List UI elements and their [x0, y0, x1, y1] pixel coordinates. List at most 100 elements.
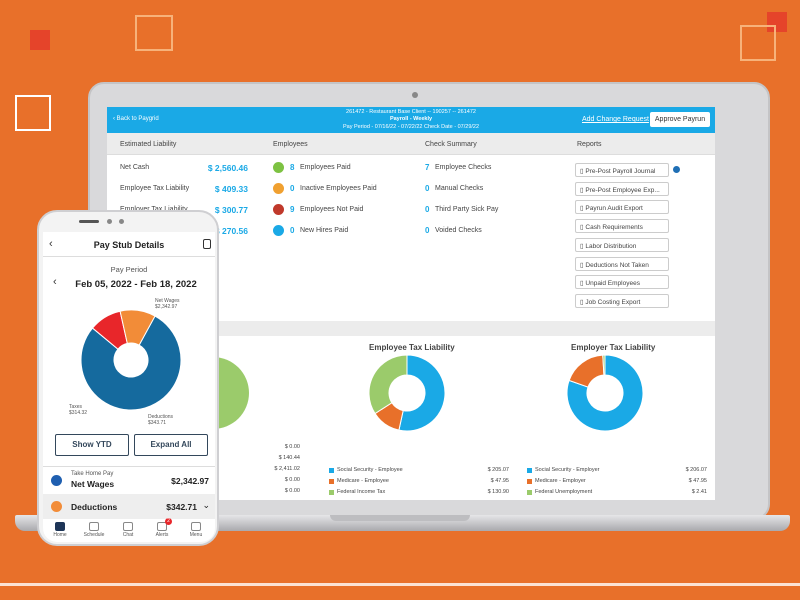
add-change-request-link[interactable]: Add Change Request [582, 116, 649, 123]
chat-icon [123, 522, 133, 531]
client-name: 261472 - Restaurant Base Client -- 19025… [346, 109, 476, 115]
phone-screen: ‹ Pay Stub Details Pay Period ‹ Feb 05, … [43, 232, 215, 542]
net-wages-callout: Net Wages $2,342.97 [155, 298, 180, 310]
report-label: Pre-Post Employee Exp... [585, 186, 660, 194]
back-label: Back to Paygrid [116, 116, 159, 122]
deductions-callout: Deductions $343.71 [148, 414, 173, 426]
back-icon[interactable]: ‹ [49, 238, 53, 250]
checks-header: Check Summary [425, 141, 477, 148]
cash-value: $ 0.00 [284, 444, 300, 450]
document-icon: ▯ [580, 205, 584, 213]
report-button[interactable]: ▯ Payrun Audit Export [575, 200, 669, 215]
legend-value: $ 205.07 [487, 467, 509, 473]
decor-square [767, 12, 787, 32]
report-label: Cash Requirements [585, 224, 643, 232]
camera [412, 92, 418, 98]
employee-tax-title: Employee Tax Liability [369, 343, 455, 352]
nav-chat[interactable]: Chat [111, 520, 145, 538]
phone-header: ‹ Pay Stub Details [43, 232, 215, 257]
phone: ‹ Pay Stub Details Pay Period ‹ Feb 05, … [37, 210, 219, 546]
legend-swatch [329, 490, 334, 495]
previous-period-icon[interactable]: ‹ [53, 276, 57, 288]
liability-value: $ 270.56 [214, 226, 248, 236]
pdf-icon[interactable] [203, 239, 211, 249]
legend-label: Federal Unemployment [535, 489, 593, 495]
callout-label: Deductions [148, 414, 174, 420]
nav-label: Alerts [155, 532, 169, 538]
check-stat-label: Voided Checks [435, 227, 482, 234]
check-count[interactable]: 7 [425, 163, 430, 172]
nav-label: Home [53, 532, 67, 538]
document-icon: ▯ [580, 298, 584, 306]
prohibited-icon [273, 204, 284, 215]
net-wages-dot-icon [51, 475, 62, 486]
employee-count[interactable]: 8 [290, 163, 295, 172]
cash-value: $ 0.00 [284, 488, 300, 494]
report-button[interactable]: ▯ Cash Requirements [575, 219, 669, 234]
nav-label: Schedule [83, 532, 105, 538]
employee-count[interactable]: 0 [290, 184, 295, 193]
section-divider [107, 321, 715, 336]
donut-slice [567, 355, 643, 431]
deductions-dot-icon [51, 501, 62, 512]
camera [119, 219, 124, 224]
liability-label: Employee Tax Liability [120, 185, 190, 192]
payroll-type: Payroll - Weekly [389, 116, 433, 122]
help-icon[interactable] [673, 166, 680, 173]
report-button[interactable]: ▯ Unpaid Employees [575, 275, 669, 290]
legend-swatch [527, 490, 532, 495]
approve-payrun-button[interactable]: Approve Payrun [650, 112, 710, 127]
check-count[interactable]: 0 [425, 205, 430, 214]
employee-stat-label: New Hires Paid [300, 227, 349, 234]
nav-menu[interactable]: Menu [179, 520, 213, 538]
calendar-icon [89, 522, 99, 531]
chevron-down-icon[interactable]: ⌄ [202, 500, 210, 510]
taxes-callout: Taxes $314.32 [69, 404, 87, 416]
cash-value: $ 0.00 [284, 477, 300, 483]
deductions-row[interactable]: Deductions $342.71 ⌄ [43, 494, 215, 519]
report-button[interactable]: ▯ Deductions Not Taken [575, 256, 669, 271]
callout-value: $2,342.97 [155, 304, 178, 310]
pay-stub-donut [81, 310, 181, 410]
legend-swatch [329, 468, 334, 473]
nav-alerts[interactable]: 2 Alerts [145, 518, 179, 538]
employee-stat-label: Employees Paid [300, 164, 351, 171]
liability-value: $ 2,560.46 [207, 163, 248, 173]
nav-schedule[interactable]: Schedule [77, 520, 111, 538]
callout-label: Taxes [69, 404, 83, 410]
back-to-payrid-link[interactable]: ‹ Back to Paygrid [113, 116, 159, 122]
document-icon: ▯ [580, 186, 584, 194]
deductions-label: Deductions [71, 502, 118, 512]
decor-line [0, 583, 800, 586]
document-icon: ▯ [580, 280, 584, 288]
report-label: Labor Distribution [585, 242, 637, 250]
report-label: Deductions Not Taken [585, 261, 649, 269]
check-count[interactable]: 0 [425, 184, 430, 193]
take-home-caption: Take Home Pay [71, 471, 114, 477]
camera [107, 219, 112, 224]
dollar-icon [273, 162, 284, 173]
employee-stat-label: Employees Not Paid [300, 206, 364, 213]
employee-count[interactable]: 9 [290, 205, 295, 214]
callout-label: Net Wages [155, 298, 180, 304]
nav-home[interactable]: Home [43, 520, 77, 538]
donut-slice [369, 355, 408, 415]
employee-tax-donut [369, 355, 445, 431]
pay-period: Pay Period - 07/16/22 - 07/22/22 Check D… [342, 124, 480, 130]
nav-label: Menu [189, 532, 203, 538]
employee-count[interactable]: 0 [290, 226, 295, 235]
show-ytd-button[interactable]: Show YTD [55, 434, 129, 456]
menu-icon [191, 522, 201, 531]
report-button[interactable]: ▯ Pre-Post Employee Exp... [575, 181, 669, 196]
employee-stat-label: Inactive Employees Paid [300, 185, 377, 192]
nav-label: Chat [122, 532, 134, 538]
check-count[interactable]: 0 [425, 226, 430, 235]
expand-all-button[interactable]: Expand All [134, 434, 208, 456]
report-button[interactable]: ▯ Labor Distribution [575, 237, 669, 252]
inactive-icon [273, 183, 284, 194]
net-wages-row[interactable]: Take Home Pay Net Wages $2,342.97 [43, 466, 215, 494]
report-button[interactable]: ▯ Job Costing Export [575, 293, 669, 308]
alert-badge: 2 [165, 518, 172, 525]
net-wages-value: $2,342.97 [171, 476, 209, 486]
report-button[interactable]: ▯ Pre-Post Payroll Journal [575, 163, 669, 177]
